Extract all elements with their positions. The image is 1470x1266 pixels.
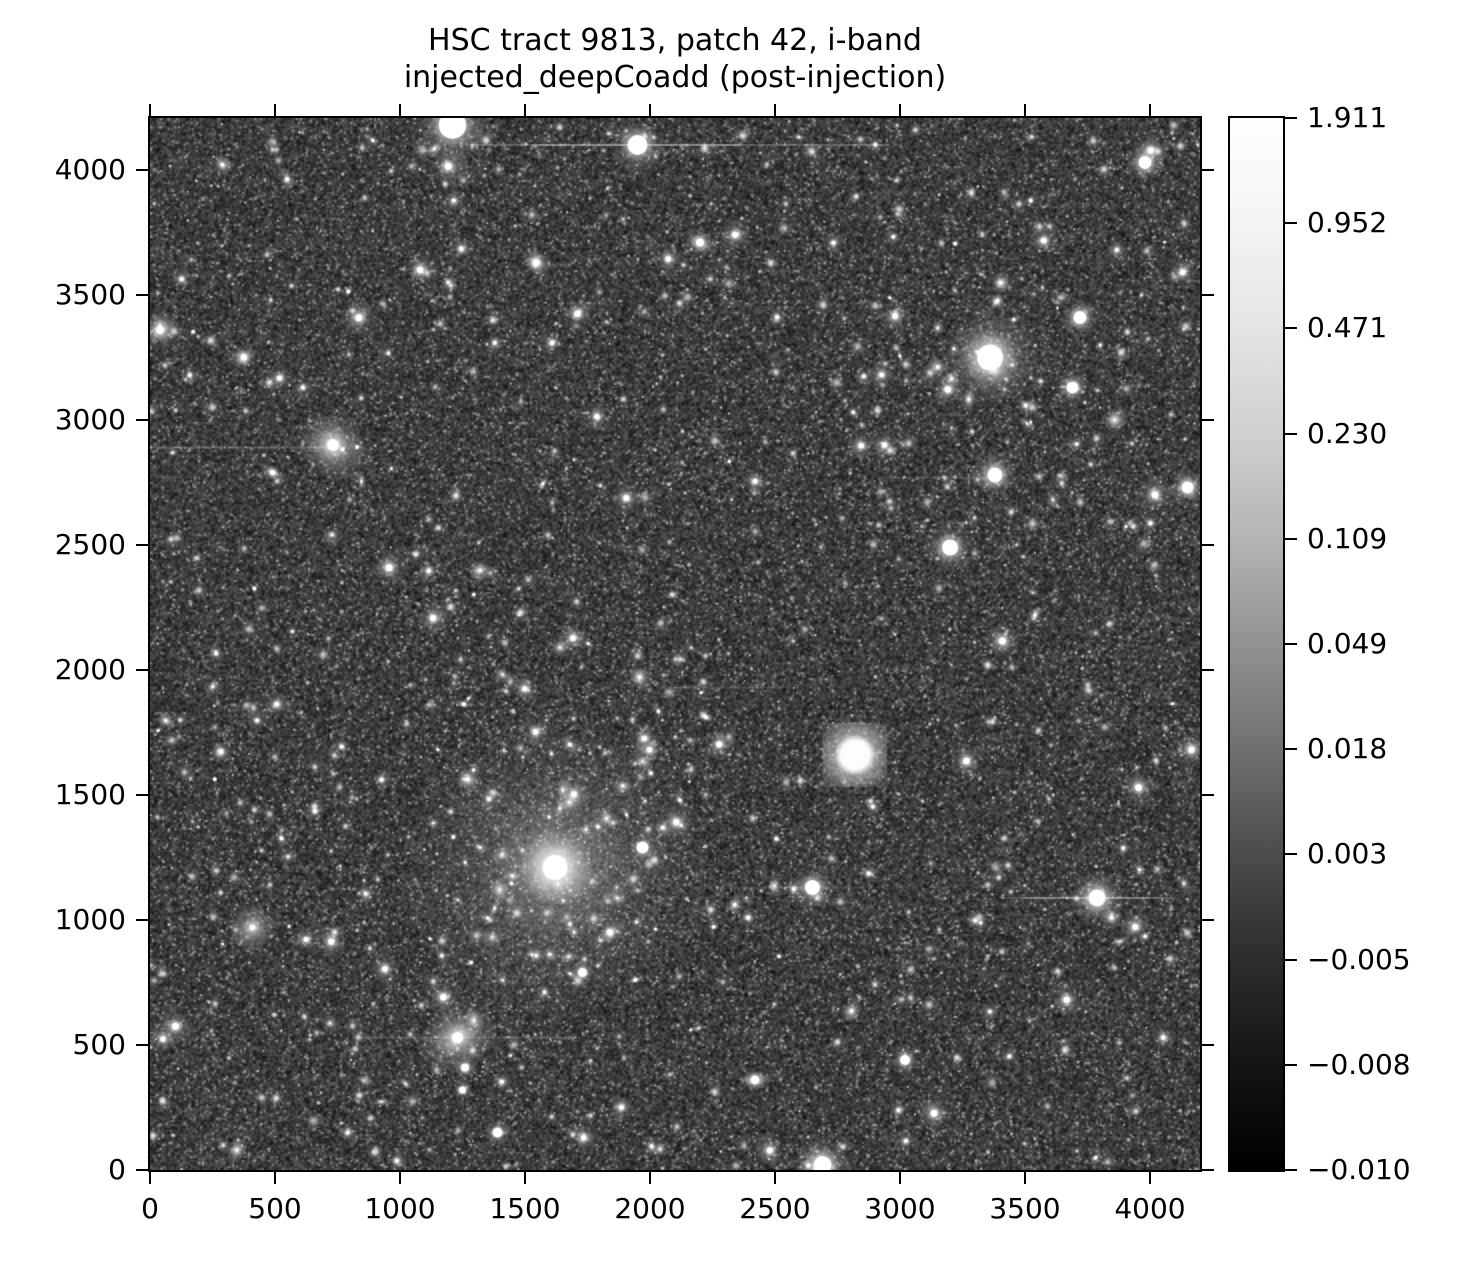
x-tick-bottom	[1149, 1172, 1151, 1184]
y-tick-right	[1202, 1044, 1214, 1046]
x-tick-label: 0	[141, 1192, 159, 1225]
x-tick-top	[1024, 104, 1026, 116]
y-tick-left	[136, 419, 148, 421]
x-tick-label: 500	[248, 1192, 302, 1225]
colorbar-tick	[1285, 748, 1297, 751]
colorbar-tick-label: −0.005	[1307, 942, 1411, 976]
x-tick-top	[399, 104, 401, 116]
colorbar-tick	[1285, 537, 1297, 540]
x-tick-top	[649, 104, 651, 116]
y-tick-label: 1000	[54, 903, 126, 936]
x-tick-top	[274, 104, 276, 116]
y-tick-right	[1202, 794, 1214, 796]
y-tick-label: 3500	[54, 278, 126, 311]
colorbar-tick-label: 0.230	[1307, 416, 1388, 450]
colorbar-tick-label: 1.911	[1307, 101, 1388, 134]
y-tick-left	[136, 1044, 148, 1046]
x-tick-bottom	[774, 1172, 776, 1184]
x-tick-label: 2500	[739, 1192, 811, 1225]
colorbar-tick-label: 0.471	[1307, 311, 1388, 345]
y-tick-label: 2000	[54, 653, 126, 686]
x-tick-top	[899, 104, 901, 116]
colorbar-tick	[1285, 1063, 1297, 1066]
x-tick-bottom	[649, 1172, 651, 1184]
y-tick-right	[1202, 169, 1214, 171]
x-tick-label: 1000	[364, 1192, 436, 1225]
y-tick-label: 3000	[54, 403, 126, 436]
colorbar-tick-label: 0.049	[1307, 627, 1388, 660]
y-tick-label: 2500	[54, 528, 126, 561]
x-tick-top	[149, 104, 151, 116]
colorbar-tick	[1285, 853, 1297, 856]
y-tick-left	[136, 919, 148, 921]
colorbar-tick	[1285, 958, 1297, 961]
y-tick-right	[1202, 1169, 1214, 1171]
x-tick-bottom	[274, 1172, 276, 1184]
y-tick-left	[136, 669, 148, 671]
x-tick-label: 3000	[864, 1192, 936, 1225]
y-tick-right	[1202, 919, 1214, 921]
x-tick-label: 4000	[1114, 1192, 1186, 1225]
colorbar-tick-label: 0.018	[1307, 732, 1388, 766]
y-tick-label: 0	[108, 1153, 126, 1186]
colorbar	[1228, 116, 1285, 1172]
colorbar-tick-label: −0.008	[1307, 1047, 1411, 1081]
y-tick-right	[1202, 544, 1214, 546]
x-tick-bottom	[899, 1172, 901, 1184]
y-tick-right	[1202, 669, 1214, 671]
colorbar-tick	[1285, 117, 1297, 119]
y-tick-left	[136, 294, 148, 296]
plot-title: HSC tract 9813, patch 42, i-band injecte…	[403, 23, 947, 95]
y-tick-left	[136, 544, 148, 546]
x-tick-bottom	[149, 1172, 151, 1184]
y-tick-label: 4000	[54, 153, 126, 186]
x-tick-top	[524, 104, 526, 116]
colorbar-tick	[1285, 432, 1297, 435]
x-tick-top	[1149, 104, 1151, 116]
colorbar-tick-label: 0.003	[1307, 837, 1388, 871]
image-axes	[148, 116, 1202, 1172]
colorbar-tick-label: 0.952	[1307, 206, 1388, 240]
x-tick-label: 1500	[489, 1192, 561, 1225]
y-tick-label: 500	[72, 1028, 126, 1061]
y-tick-left	[136, 1169, 148, 1171]
colorbar-tick	[1285, 222, 1297, 225]
colorbar-tick	[1285, 327, 1297, 330]
x-tick-bottom	[524, 1172, 526, 1184]
y-tick-right	[1202, 419, 1214, 421]
sky-image-canvas	[150, 118, 1200, 1170]
x-tick-label: 2000	[614, 1192, 686, 1225]
x-tick-bottom	[1024, 1172, 1026, 1184]
x-tick-label: 3500	[989, 1192, 1061, 1225]
y-tick-left	[136, 794, 148, 796]
colorbar-tick	[1285, 643, 1297, 645]
y-tick-left	[136, 169, 148, 171]
colorbar-tick-label: 0.109	[1307, 521, 1388, 555]
x-tick-bottom	[399, 1172, 401, 1184]
colorbar-tick	[1285, 1169, 1297, 1171]
colorbar-tick-label: −0.010	[1307, 1153, 1411, 1186]
y-tick-right	[1202, 294, 1214, 296]
y-tick-label: 1500	[54, 778, 126, 811]
x-tick-top	[774, 104, 776, 116]
